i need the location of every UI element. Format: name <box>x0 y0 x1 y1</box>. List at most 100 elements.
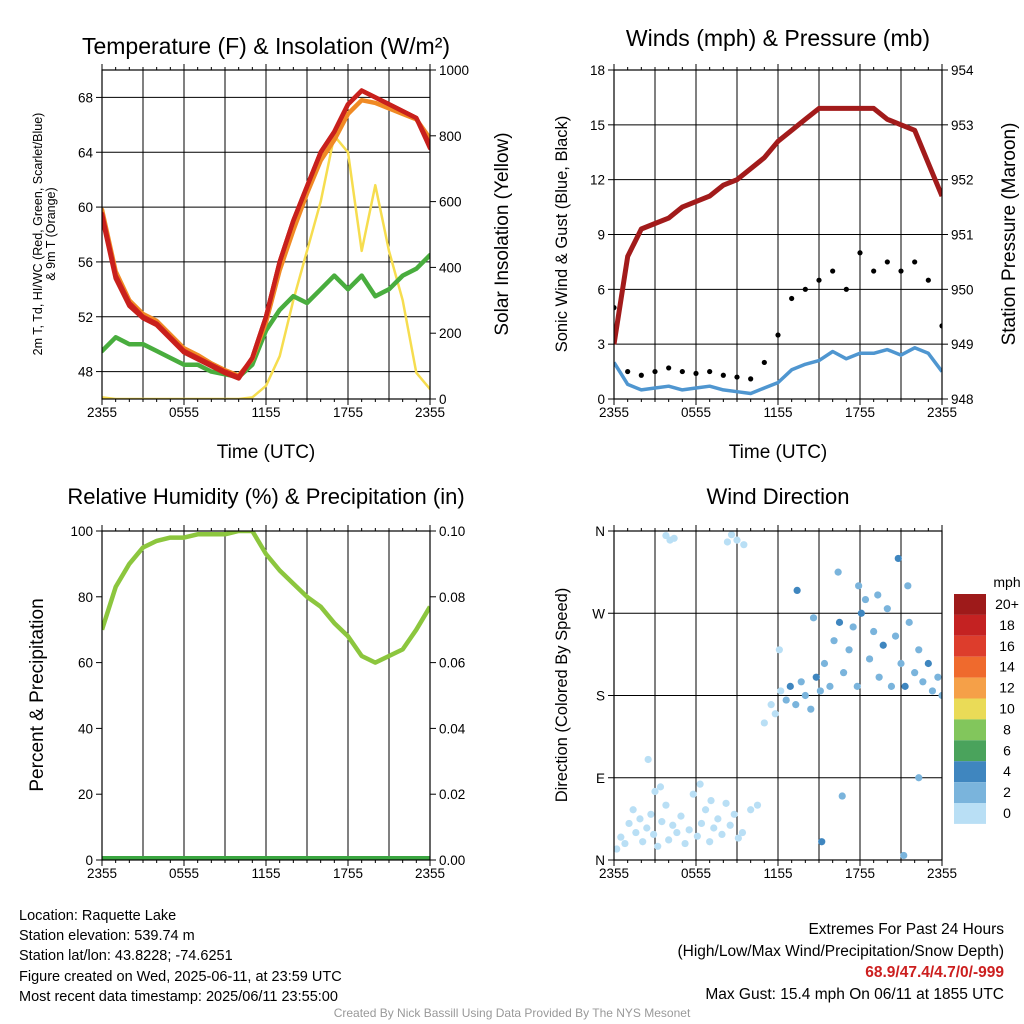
direction-point <box>915 774 923 782</box>
temp-y-tick-label: 48 <box>78 365 93 380</box>
direction-point <box>830 637 838 645</box>
direction-point <box>870 627 878 636</box>
direction-point <box>855 582 863 590</box>
direction-point <box>840 669 848 677</box>
legend-label: 12 <box>999 680 1015 696</box>
temp-y-tick-label: 52 <box>78 310 93 325</box>
wind-left-axis-label: Sonic Wind & Gust (Blue, Black) <box>553 116 571 353</box>
direction-point <box>797 678 805 686</box>
direction-point <box>767 701 775 709</box>
direction-point <box>617 833 625 841</box>
wind-chart-title: Winds (mph) & Pressure (mb) <box>626 25 930 51</box>
series-heat-index-line <box>102 88 430 381</box>
legend-label: 4 <box>1003 763 1011 779</box>
direction-point <box>656 783 665 791</box>
rh-x-tick-label: 2355 <box>415 866 445 881</box>
insolation-y-tick-label: 400 <box>439 260 462 275</box>
gust-point <box>830 268 836 274</box>
direction-point <box>727 531 736 539</box>
direction-point <box>834 568 842 576</box>
pressure-y-tick-label: 948 <box>951 392 974 407</box>
direction-point <box>786 682 794 690</box>
gust-point <box>789 295 795 302</box>
direction-point <box>673 828 681 837</box>
rh-chart-title: Relative Humidity (%) & Precipitation (i… <box>67 484 464 509</box>
direction-point <box>621 839 629 848</box>
gust-point <box>748 376 754 382</box>
temp-y-tick-label: 60 <box>78 200 93 215</box>
legend-swatch <box>954 719 986 741</box>
wind-y-tick-label: 9 <box>597 228 605 243</box>
direction-point <box>697 819 706 828</box>
direction-point <box>733 536 741 544</box>
direction-point <box>636 815 644 823</box>
direction-point <box>818 838 826 846</box>
temp-y-tick-label: 56 <box>78 255 93 270</box>
legend-label: 0 <box>1003 805 1011 821</box>
direction-point <box>816 687 824 695</box>
temp-series-group <box>102 88 430 399</box>
direction-point <box>905 618 913 626</box>
legend-swatch <box>954 677 986 699</box>
temp-left-axis-label-line2: & 9m T (Orange) <box>44 187 58 280</box>
wind-x-tick-label: 1755 <box>845 405 875 420</box>
direction-point <box>753 801 762 809</box>
gust-point <box>912 259 918 265</box>
rh-x-tick-label: 1755 <box>333 866 363 881</box>
legend-swatch <box>954 761 986 783</box>
direction-point <box>665 836 673 844</box>
pressure-axis-label: Station Pressure (Maroon) <box>999 123 1020 346</box>
direction-point <box>722 799 730 807</box>
gust-point <box>707 368 713 375</box>
wind-x-tick-label: 2355 <box>927 405 957 420</box>
wind-y-tick-label: 12 <box>590 173 605 188</box>
direction-point <box>857 609 865 617</box>
gust-point <box>625 368 631 375</box>
legend-swatch <box>954 656 986 678</box>
series-wind-line <box>614 346 942 396</box>
legend-label: 6 <box>1003 742 1011 758</box>
direction-point <box>934 673 942 681</box>
insolation-axis-label: Solar Insolation (Yellow) <box>492 132 513 335</box>
dir-y-tick-label: E <box>596 771 605 786</box>
direction-point <box>891 632 900 640</box>
wind-x-tick-label: 1155 <box>763 405 792 420</box>
direction-point <box>915 646 923 654</box>
direction-point <box>838 792 846 800</box>
gust-point <box>720 372 726 378</box>
temp-x-tick-label: 2355 <box>415 405 445 420</box>
direction-point <box>792 701 800 709</box>
direction-point <box>718 830 726 839</box>
rh-frame <box>101 525 431 866</box>
gust-point <box>761 359 767 366</box>
direction-point <box>726 821 734 829</box>
direction-point <box>681 839 689 848</box>
direction-point <box>928 687 937 695</box>
rh-series-group <box>102 531 430 860</box>
direction-point <box>809 614 818 622</box>
series-rh-line <box>102 531 430 665</box>
precip-y-tick-label: 0.08 <box>439 590 465 605</box>
direction-point <box>826 682 834 690</box>
pressure-y-tick-label: 954 <box>951 63 974 78</box>
direction-point <box>775 646 783 654</box>
pressure-y-tick-label: 953 <box>951 118 974 133</box>
direction-point <box>734 834 742 842</box>
temp-y-tick-label: 68 <box>78 90 93 105</box>
pressure-axis-label-group: Station Pressure (Maroon) <box>999 123 1020 346</box>
wind-y-tick-label: 18 <box>590 63 605 78</box>
direction-point <box>919 678 927 686</box>
rh-axis-label: Percent & Precipitation <box>27 598 48 791</box>
series-insolation-line <box>102 134 430 399</box>
direction-point <box>861 595 870 604</box>
direction-point <box>714 815 722 823</box>
direction-point <box>669 821 677 829</box>
direction-point <box>875 673 883 681</box>
legend-swatch <box>954 635 986 657</box>
rh-x-tick-label: 1155 <box>251 866 280 881</box>
direction-point <box>897 659 905 668</box>
temp-border <box>101 69 431 400</box>
direction-point <box>807 705 815 713</box>
legend-swatch <box>954 740 986 762</box>
gust-point <box>693 370 699 377</box>
